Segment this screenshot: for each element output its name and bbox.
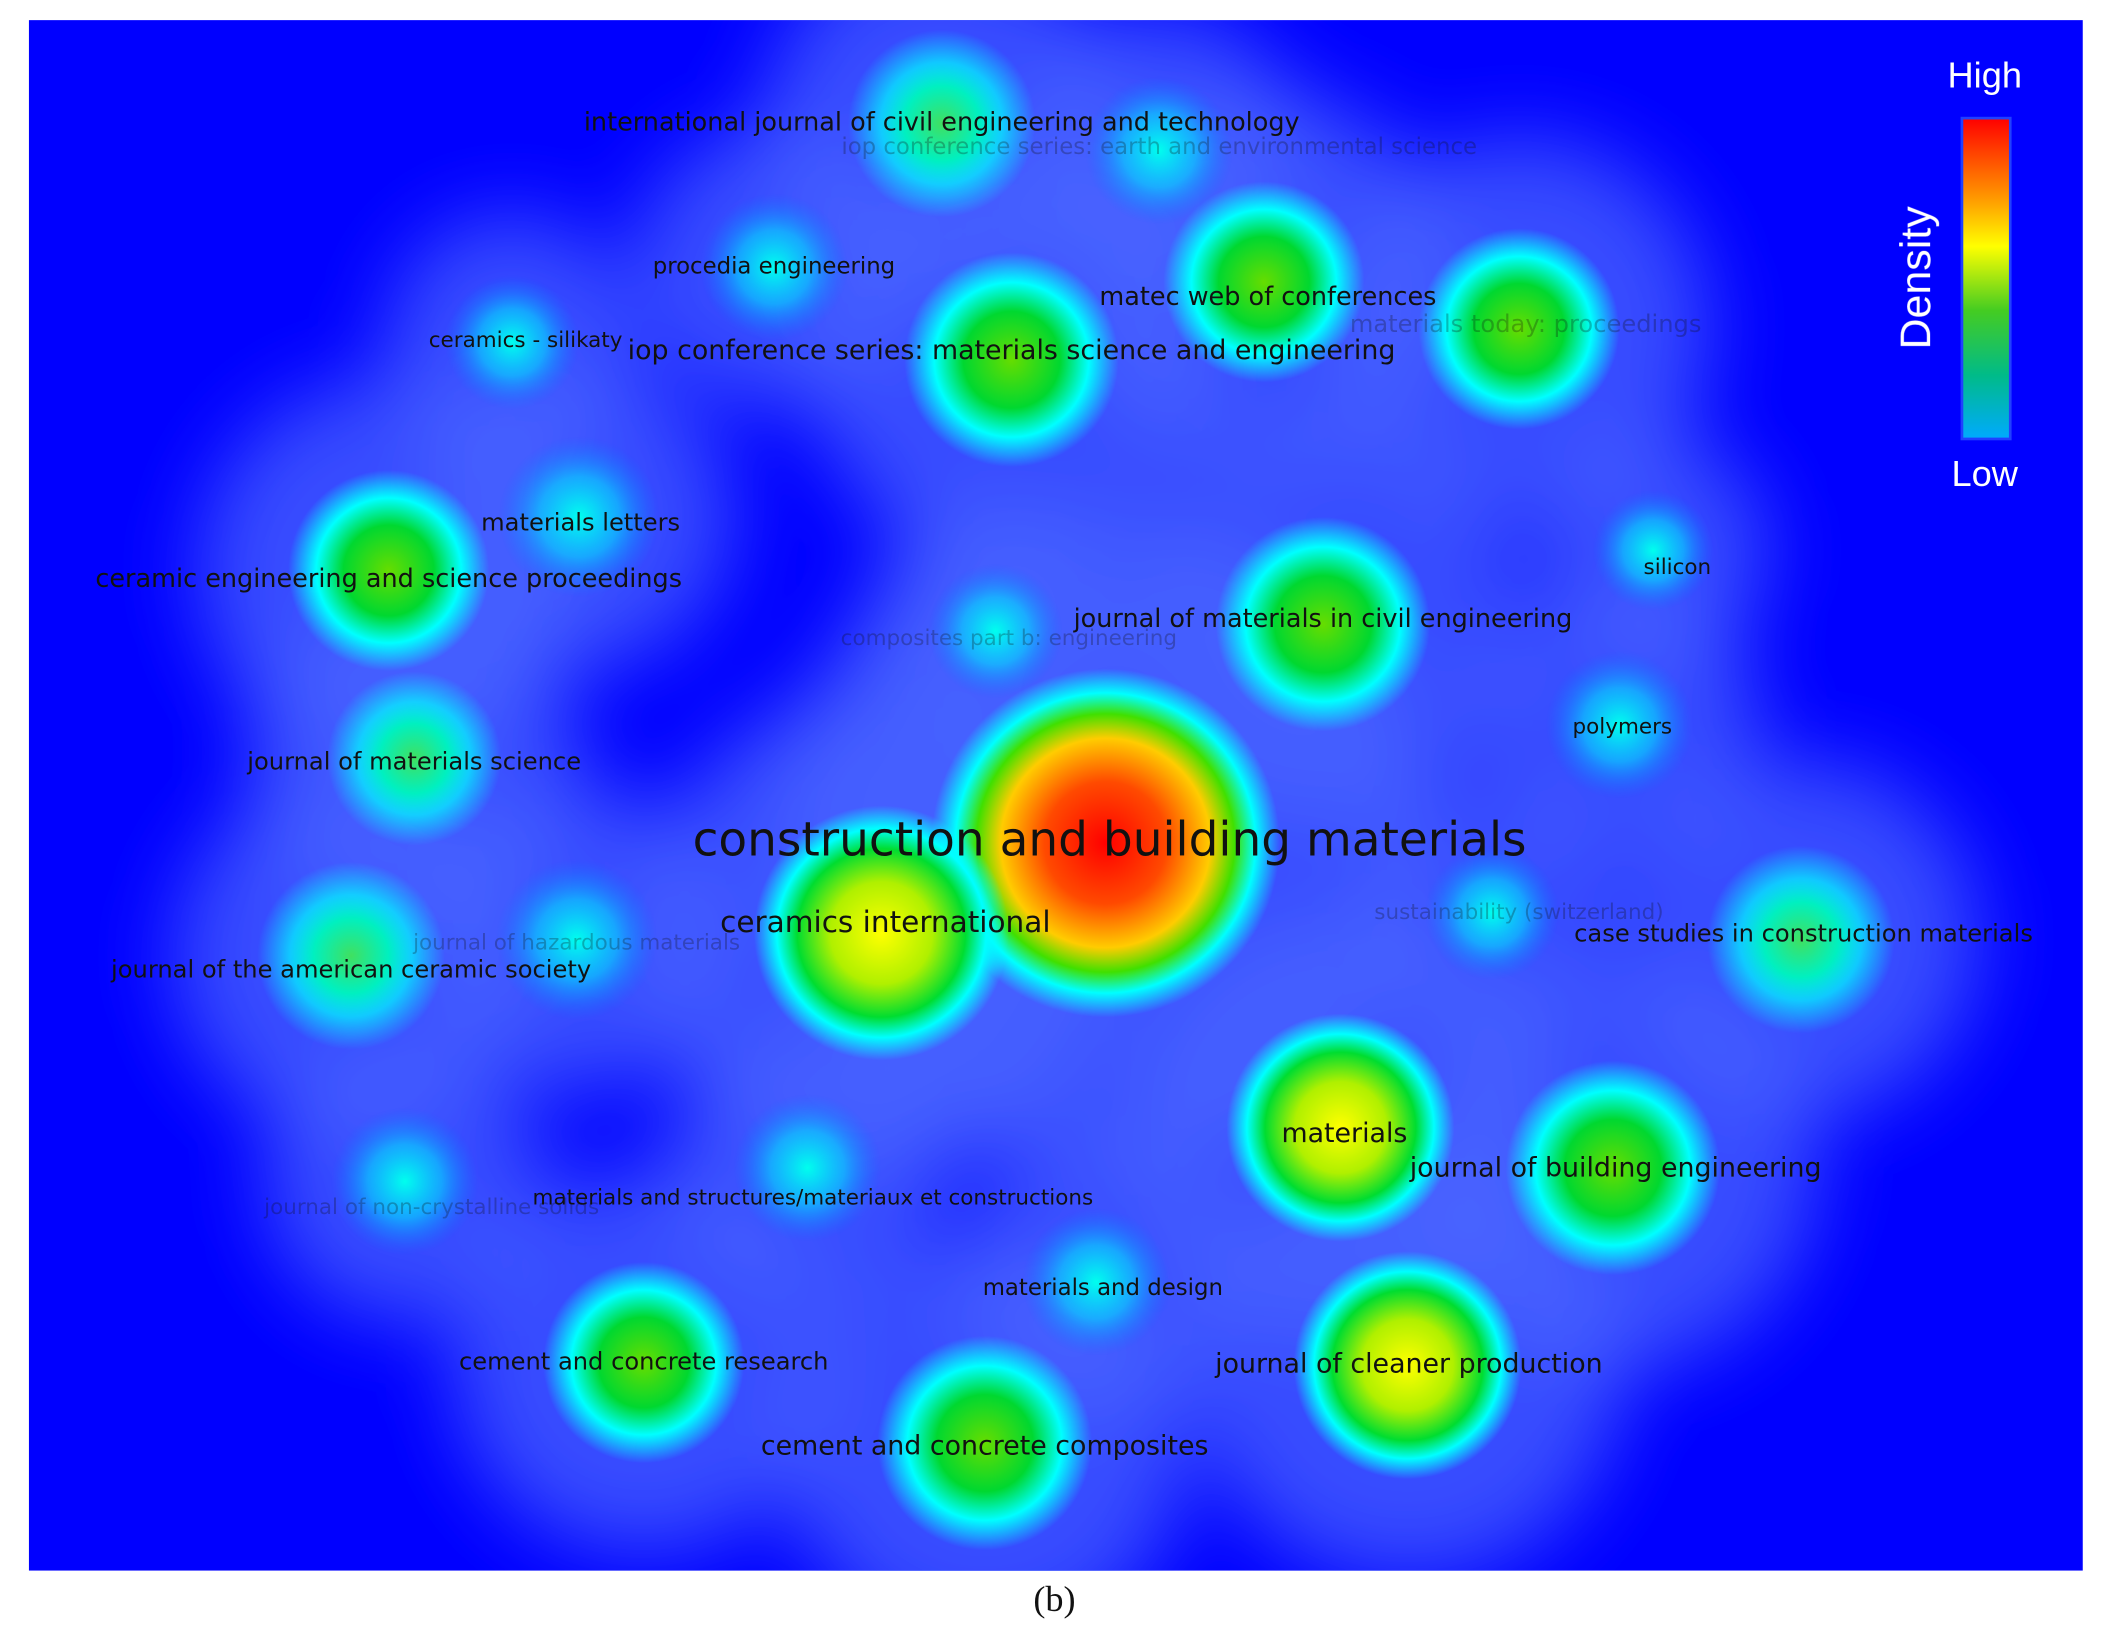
- node-label: journal of hazardous materials: [412, 931, 740, 956]
- legend-title: Density: [1892, 206, 1940, 350]
- node-label: journal of the american ceramic society: [110, 956, 591, 984]
- node-label: journal of cleaner production: [1214, 1349, 1603, 1380]
- density-blob: [700, 193, 848, 341]
- density-blob: [753, 805, 1009, 1061]
- label-layer: international journal of civil engineeri…: [95, 107, 2033, 1461]
- density-blob: [1418, 228, 1620, 430]
- density-blob: [1022, 1208, 1170, 1356]
- node-label: international journal of civil engineeri…: [584, 107, 1300, 137]
- density-blob: [1505, 1060, 1721, 1276]
- density-blob: [1163, 181, 1365, 383]
- density-blob: [904, 252, 1119, 468]
- density-blob: [1215, 516, 1431, 732]
- node-label: journal of materials in civil engineerin…: [1073, 604, 1573, 634]
- density-blob: [1592, 489, 1714, 611]
- node-label: composites part b: engineering: [841, 626, 1177, 651]
- density-blob: [1424, 845, 1560, 980]
- blob-layer: [257, 29, 1895, 1551]
- node-label: polymers: [1573, 715, 1673, 740]
- density-blob: [1706, 845, 1895, 1034]
- legend-low: Low: [1952, 453, 2019, 494]
- density-blob: [1226, 1013, 1455, 1242]
- node-label: materials letters: [481, 509, 680, 537]
- node-label: cement and concrete research: [459, 1348, 829, 1376]
- node-label: journal of non-crystalline solids: [263, 1195, 599, 1220]
- density-blob: [288, 469, 490, 672]
- node-label: silicon: [1644, 555, 1712, 580]
- node-label: case studies in construction materials: [1574, 919, 2033, 947]
- node-label: ceramic engineering and science proceedi…: [95, 564, 682, 594]
- density-blob: [543, 1261, 745, 1464]
- density-blob: [1085, 76, 1234, 225]
- legend-color-bar: [1960, 116, 2012, 441]
- node-label: materials and structures/materiaux et co…: [533, 1186, 1094, 1211]
- node-label: iop conference series: materials science…: [628, 335, 1396, 366]
- legend-high: High: [1947, 54, 2022, 95]
- density-blob: [877, 1335, 1093, 1551]
- node-label: materials: [1281, 1118, 1407, 1149]
- density-blob: [330, 1107, 479, 1256]
- density-blob: [931, 668, 1281, 1018]
- caption: (b): [1033, 1579, 1075, 1619]
- density-blob: [326, 671, 502, 846]
- node-label: matec web of conferences: [1099, 282, 1436, 312]
- node-label: ceramics international: [720, 905, 1050, 939]
- node-label: construction and building materials: [693, 813, 1527, 868]
- density-blob: [498, 436, 660, 598]
- node-label: materials today: proceedings: [1350, 310, 1702, 338]
- density-blob: [496, 859, 658, 1021]
- node-label: ceramics - silikaty: [429, 328, 623, 353]
- node-label: iop conference series: earth and environ…: [841, 134, 1477, 160]
- node-label: sustainability (switzerland): [1374, 900, 1663, 925]
- density-blob: [1545, 651, 1694, 799]
- density-blob: [445, 275, 580, 410]
- density-blob: [1293, 1251, 1522, 1480]
- node-label: procedia engineering: [653, 254, 895, 280]
- density-blob: [257, 861, 446, 1050]
- node-label: journal of materials science: [246, 747, 581, 775]
- density-blob: [928, 563, 1063, 699]
- density-blob: [847, 29, 1036, 218]
- node-label: materials and design: [983, 1275, 1223, 1301]
- node-label: journal of building engineering: [1409, 1153, 1822, 1184]
- density-blob: [733, 1094, 882, 1242]
- node-label: cement and concrete composites: [761, 1431, 1209, 1462]
